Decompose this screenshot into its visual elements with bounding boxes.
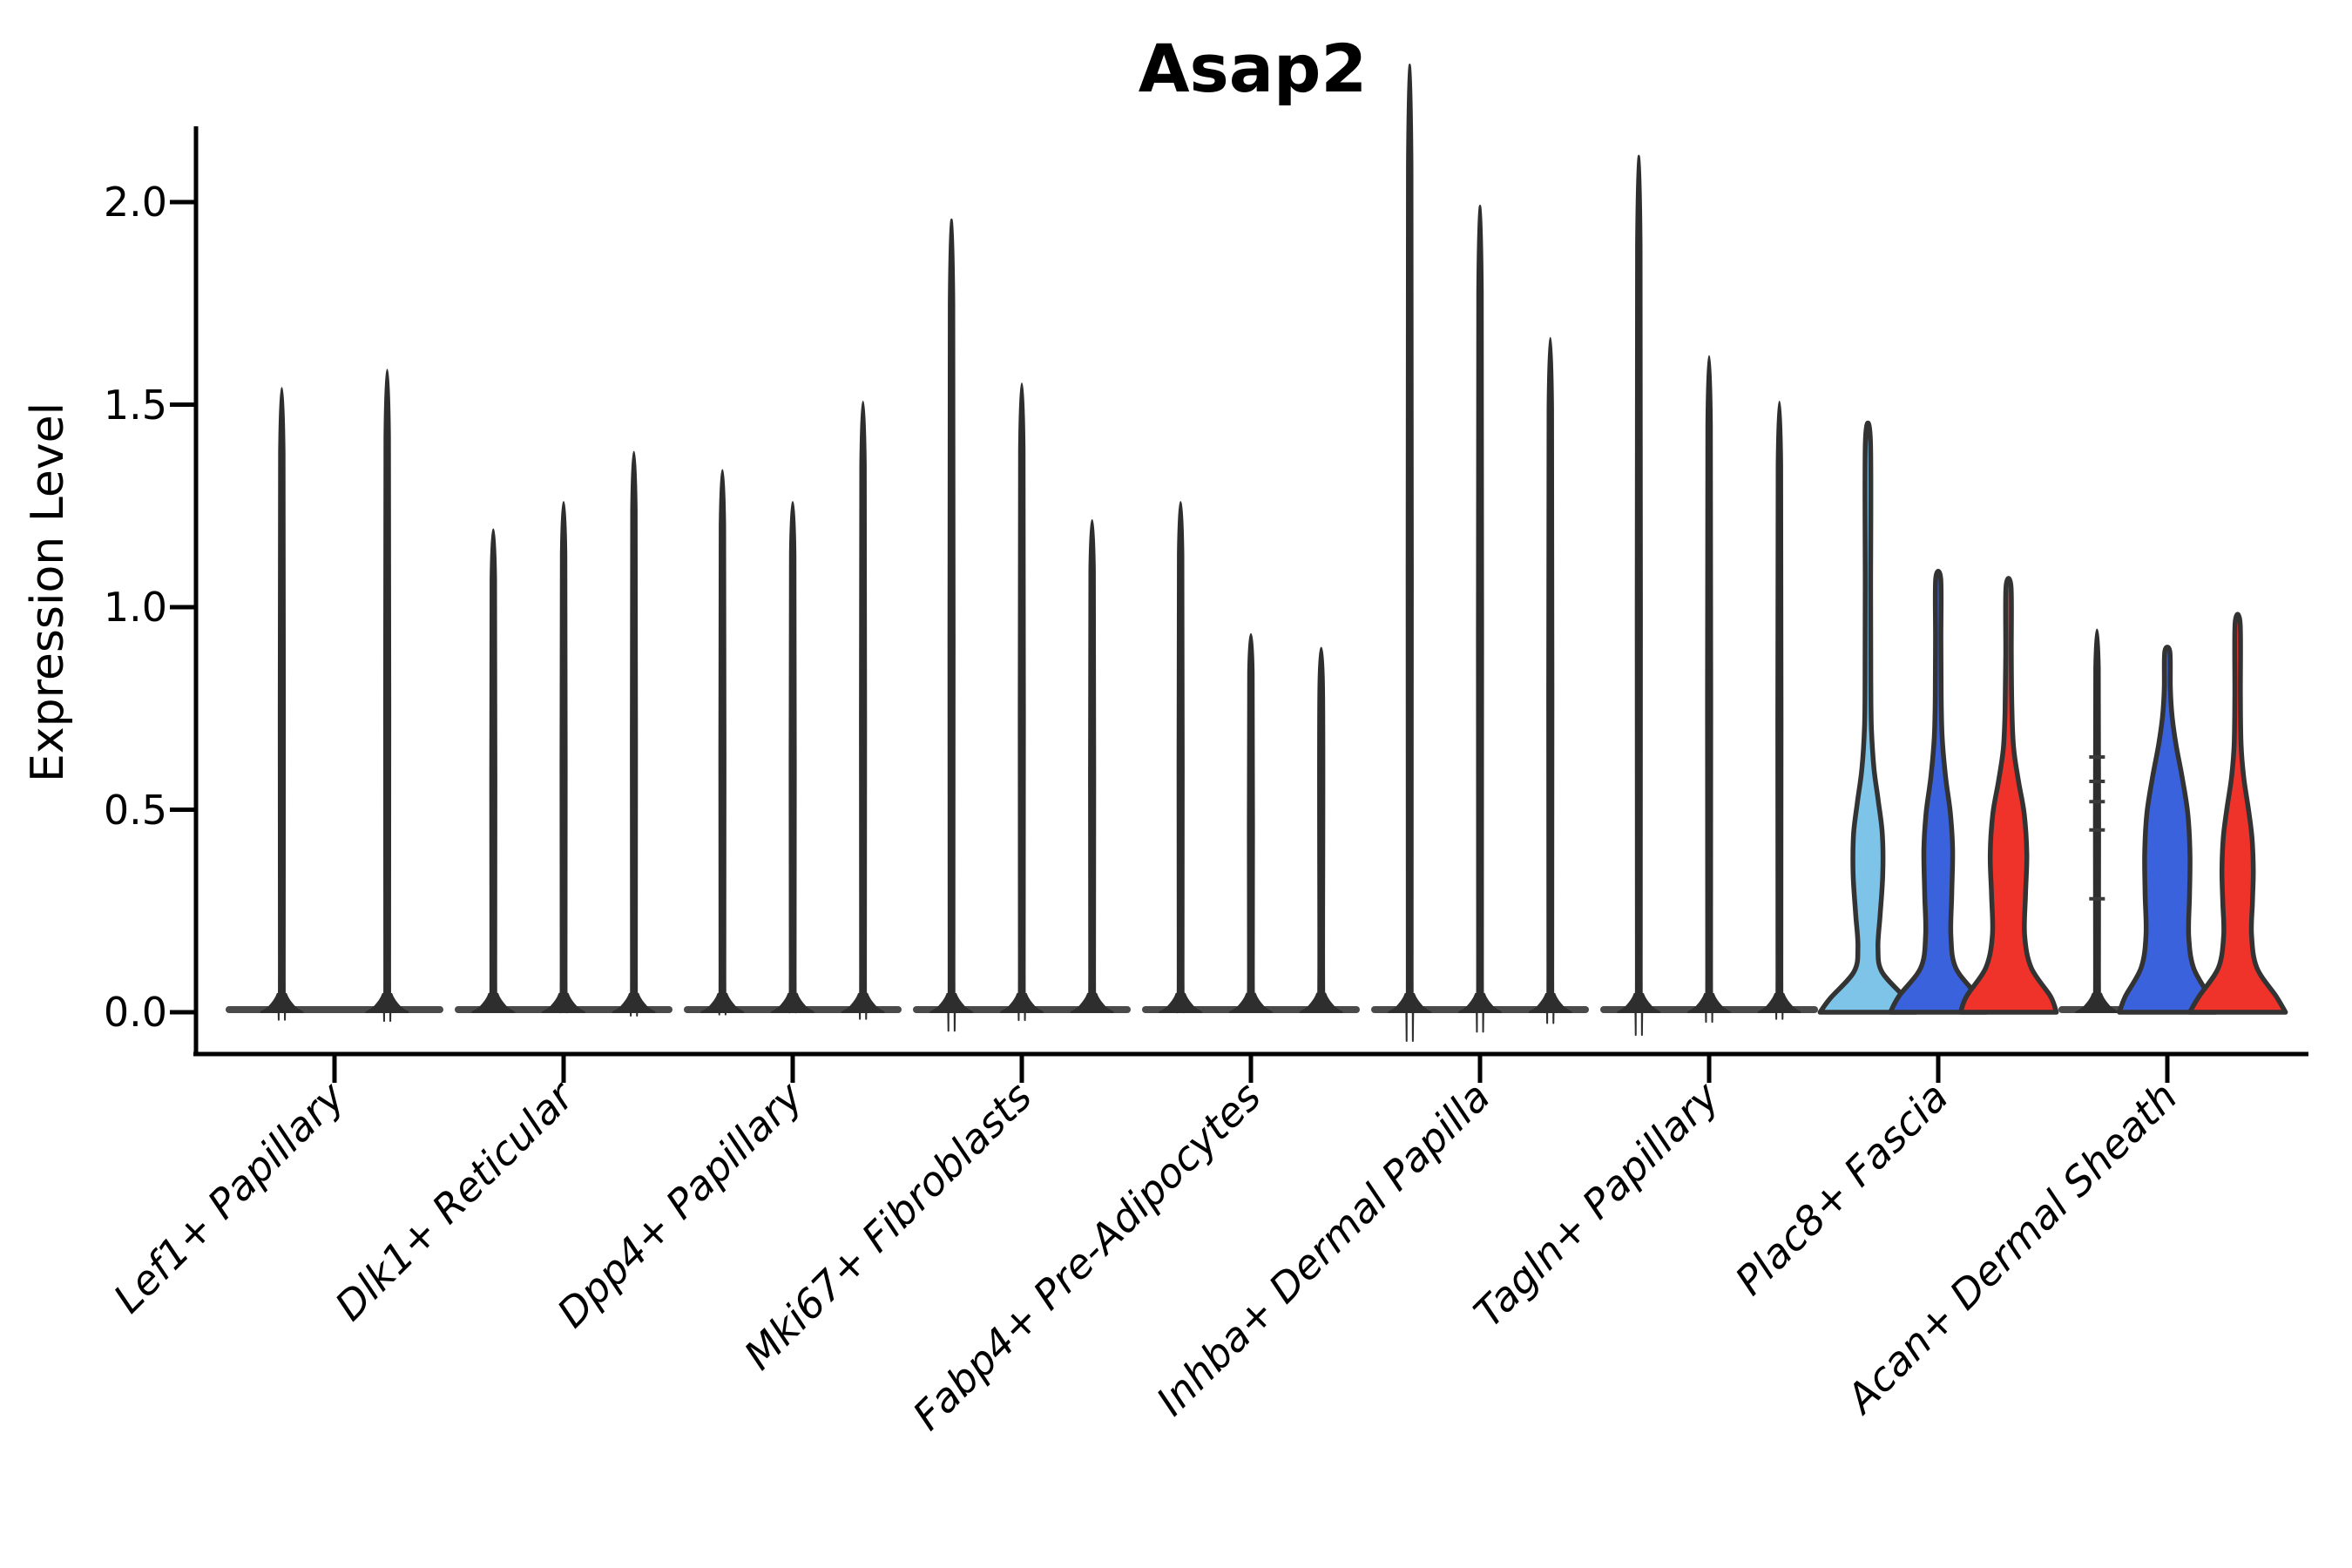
- violin-spike: [1000, 382, 1044, 1021]
- violin-spike: [365, 368, 409, 1022]
- y-tick-label-0.0: 0.0: [104, 989, 167, 1036]
- violin-spike: [1757, 401, 1801, 1020]
- x-tick-label: Plac8+ Fascia: [1726, 1073, 1957, 1304]
- violin-spike: [700, 469, 745, 1016]
- x-tick-label: Tagln+ Papillary: [1464, 1072, 1728, 1336]
- violin-spike: [771, 501, 814, 1014]
- violin-body-blue: [2117, 645, 2218, 1015]
- violin-spike: [841, 401, 885, 1020]
- y-tick-label-0.5: 0.5: [104, 787, 167, 834]
- violin-body-blue: [1888, 568, 1989, 1015]
- violin-bodies: [226, 63, 2288, 1042]
- y-tick-label-2.0: 2.0: [104, 179, 167, 226]
- violin-spike: [1458, 205, 1502, 1033]
- violin-spike: [542, 501, 585, 1014]
- violin-spike: [929, 219, 974, 1032]
- plot-title: Asap2: [1139, 30, 1368, 107]
- x-tick-label: Lef1+ Papillary: [105, 1072, 354, 1321]
- y-tick-label-1.0: 1.0: [104, 584, 167, 631]
- axis-ticks: [170, 199, 2170, 1083]
- violin-spike: [260, 387, 304, 1021]
- violin-spike: [1388, 63, 1432, 1042]
- x-tick-label: Dpp4+ Papillary: [548, 1072, 812, 1336]
- violin-body-red: [1957, 576, 2059, 1015]
- violin-spike: [1229, 633, 1273, 1013]
- violin-spike: [1528, 337, 1572, 1024]
- violin-spike: [471, 528, 516, 1013]
- x-tick-label: Dlk1+ Reticular: [326, 1071, 585, 1329]
- violin-spike: [612, 450, 656, 1017]
- violin-body-light-blue: [1817, 420, 1919, 1015]
- violin-body-red: [2186, 612, 2288, 1015]
- y-axis-label: Expression Level: [22, 402, 74, 782]
- violin-spike: [1687, 355, 1731, 1023]
- violin-spike: [1617, 154, 1661, 1037]
- violin-spike: [1070, 519, 1114, 1013]
- y-tick-label-1.5: 1.5: [104, 382, 167, 429]
- violin-spike: [1159, 501, 1203, 1014]
- violin-spike: [1299, 646, 1343, 1013]
- violin-spike: [2075, 628, 2119, 1013]
